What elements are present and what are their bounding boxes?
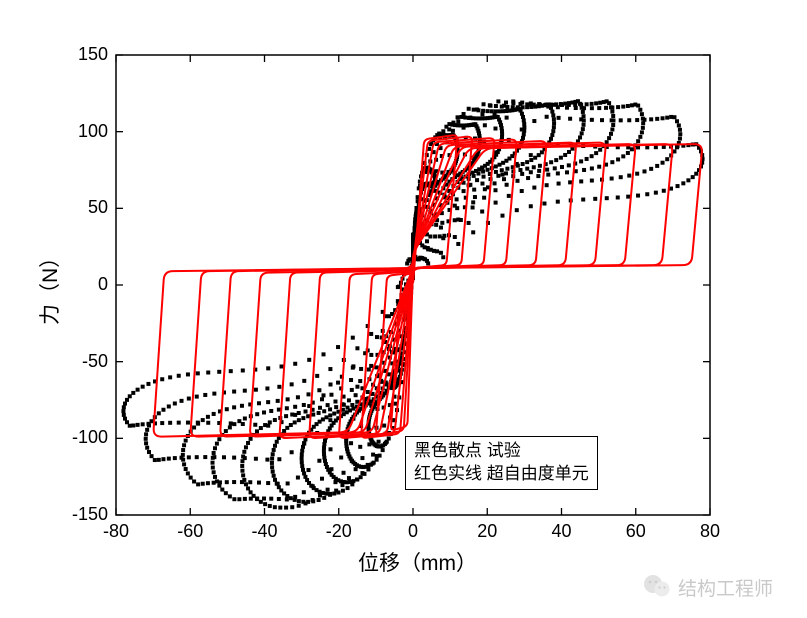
watermark: 结构工程师 <box>642 572 773 602</box>
x-tick-label: 80 <box>685 521 735 542</box>
x-tick-label: 40 <box>537 521 587 542</box>
x-axis-label: 位移（mm） <box>358 547 477 577</box>
y-tick-label: -100 <box>58 427 108 448</box>
x-tick-label: -60 <box>165 521 215 542</box>
legend-box: 黑色散点 试验 红色实线 超自由度单元 <box>405 436 598 490</box>
watermark-text: 结构工程师 <box>678 574 773 601</box>
x-tick-label: -40 <box>240 521 290 542</box>
x-tick-label: 60 <box>611 521 661 542</box>
y-tick-label: -50 <box>58 351 108 372</box>
y-tick-label: 150 <box>58 44 108 65</box>
legend-line-1: 黑色散点 试验 <box>414 440 589 463</box>
x-tick-label: 0 <box>388 521 438 542</box>
y-tick-label: 50 <box>58 197 108 218</box>
y-tick-label: -150 <box>58 504 108 525</box>
y-tick-label: 100 <box>58 121 108 142</box>
y-tick-label: 0 <box>58 274 108 295</box>
legend-line-2: 红色实线 超自由度单元 <box>414 463 589 486</box>
x-tick-label: 20 <box>462 521 512 542</box>
x-tick-label: -20 <box>314 521 364 542</box>
wechat-icon <box>642 572 672 602</box>
